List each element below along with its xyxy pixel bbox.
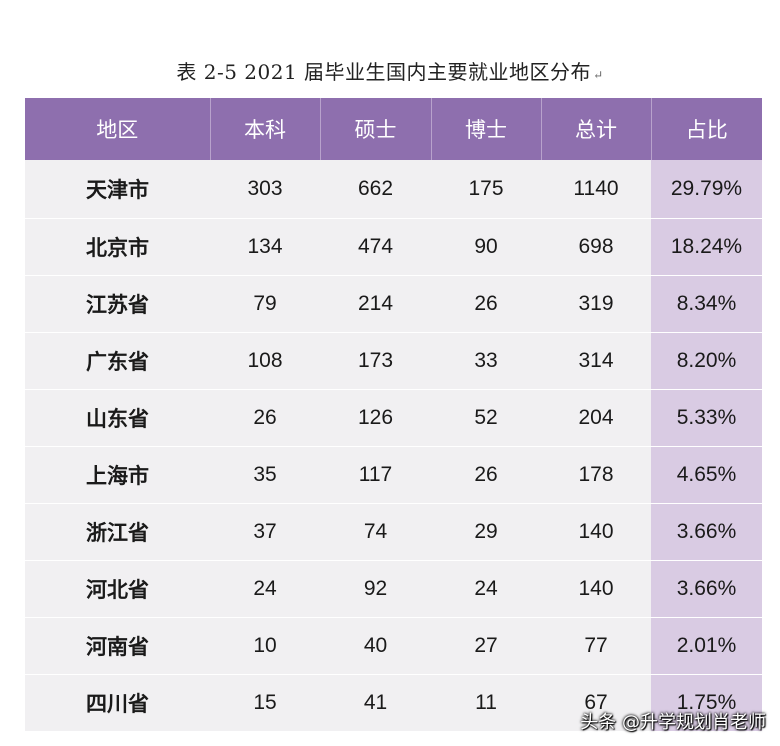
cell-region: 北京市 xyxy=(25,218,210,276)
header-region: 地区 xyxy=(25,98,211,160)
cell-total: 698 xyxy=(541,218,651,276)
cell-master: 474 xyxy=(320,218,431,276)
cell-bachelor: 24 xyxy=(210,560,320,618)
header-row: 地区 本科 硕士 博士 总计 占比 xyxy=(25,98,762,160)
header-doctor: 博士 xyxy=(431,98,542,160)
table-row: 浙江省 37 74 29 140 3.66% xyxy=(25,503,762,561)
cell-bachelor: 35 xyxy=(210,446,320,504)
cell-bachelor: 134 xyxy=(210,218,320,276)
table-row: 山东省 26 126 52 204 5.33% xyxy=(25,389,762,447)
table-row: 广东省 108 173 33 314 8.20% xyxy=(25,332,762,390)
cell-region: 四川省 xyxy=(25,674,210,732)
table-body: 天津市 303 662 175 1140 29.79% 北京市 134 474 … xyxy=(25,160,762,732)
return-mark-icon: ↵ xyxy=(593,68,604,82)
caption-text: 表 2-5 2021 届毕业生国内主要就业地区分布 xyxy=(176,60,592,84)
cell-share: 1.75% xyxy=(651,674,762,732)
cell-bachelor: 15 xyxy=(210,674,320,732)
cell-master: 74 xyxy=(320,503,431,561)
table-caption: 表 2-5 2021 届毕业生国内主要就业地区分布 ↵ xyxy=(0,56,780,85)
cell-doctor: 26 xyxy=(431,275,541,333)
cell-master: 126 xyxy=(320,389,431,447)
table-header: 地区 本科 硕士 博士 总计 占比 xyxy=(25,98,762,160)
cell-share: 8.34% xyxy=(651,275,762,333)
employment-region-table: 地区 本科 硕士 博士 总计 占比 天津市 303 662 175 1140 2… xyxy=(25,98,762,732)
cell-region: 上海市 xyxy=(25,446,210,504)
table-row: 江苏省 79 214 26 319 8.34% xyxy=(25,275,762,333)
cell-bachelor: 303 xyxy=(210,160,320,219)
cell-doctor: 90 xyxy=(431,218,541,276)
cell-share: 3.66% xyxy=(651,560,762,618)
cell-share: 5.33% xyxy=(651,389,762,447)
cell-bachelor: 108 xyxy=(210,332,320,390)
cell-total: 140 xyxy=(541,560,651,618)
cell-total: 314 xyxy=(541,332,651,390)
cell-doctor: 52 xyxy=(431,389,541,447)
cell-doctor: 24 xyxy=(431,560,541,618)
cell-doctor: 27 xyxy=(431,617,541,675)
cell-share: 2.01% xyxy=(651,617,762,675)
table-row: 北京市 134 474 90 698 18.24% xyxy=(25,218,762,276)
header-bachelor: 本科 xyxy=(210,98,321,160)
header-total: 总计 xyxy=(541,98,652,160)
cell-total: 178 xyxy=(541,446,651,504)
cell-share: 3.66% xyxy=(651,503,762,561)
cell-region: 江苏省 xyxy=(25,275,210,333)
cell-doctor: 26 xyxy=(431,446,541,504)
cell-region: 天津市 xyxy=(25,160,210,219)
table-row: 河南省 10 40 27 77 2.01% xyxy=(25,617,762,675)
cell-total: 140 xyxy=(541,503,651,561)
cell-doctor: 175 xyxy=(431,160,541,219)
table-row: 四川省 15 41 11 67 1.75% xyxy=(25,674,762,732)
cell-share: 4.65% xyxy=(651,446,762,504)
cell-bachelor: 10 xyxy=(210,617,320,675)
cell-total: 1140 xyxy=(541,160,651,219)
cell-master: 117 xyxy=(320,446,431,504)
cell-master: 662 xyxy=(320,160,431,219)
table-row: 天津市 303 662 175 1140 29.79% xyxy=(25,160,762,219)
cell-bachelor: 37 xyxy=(210,503,320,561)
cell-total: 77 xyxy=(541,617,651,675)
cell-master: 214 xyxy=(320,275,431,333)
cell-region: 山东省 xyxy=(25,389,210,447)
cell-region: 河北省 xyxy=(25,560,210,618)
cell-region: 河南省 xyxy=(25,617,210,675)
cell-bachelor: 79 xyxy=(210,275,320,333)
cell-bachelor: 26 xyxy=(210,389,320,447)
cell-share: 8.20% xyxy=(651,332,762,390)
cell-total: 319 xyxy=(541,275,651,333)
cell-doctor: 29 xyxy=(431,503,541,561)
cell-total: 204 xyxy=(541,389,651,447)
watermark-text: 头条 @升学规划肖老师 xyxy=(580,712,766,733)
cell-doctor: 33 xyxy=(431,332,541,390)
table-row: 上海市 35 117 26 178 4.65% xyxy=(25,446,762,504)
cell-master: 173 xyxy=(320,332,431,390)
cell-master: 92 xyxy=(320,560,431,618)
header-master: 硕士 xyxy=(320,98,432,160)
table-row: 河北省 24 92 24 140 3.66% xyxy=(25,560,762,618)
cell-region: 广东省 xyxy=(25,332,210,390)
cell-total: 67 xyxy=(541,674,651,732)
header-share: 占比 xyxy=(651,98,762,160)
cell-master: 40 xyxy=(320,617,431,675)
cell-region: 浙江省 xyxy=(25,503,210,561)
cell-share: 18.24% xyxy=(651,218,762,276)
cell-master: 41 xyxy=(320,674,431,732)
cell-share: 29.79% xyxy=(651,160,762,219)
cell-doctor: 11 xyxy=(431,674,541,732)
